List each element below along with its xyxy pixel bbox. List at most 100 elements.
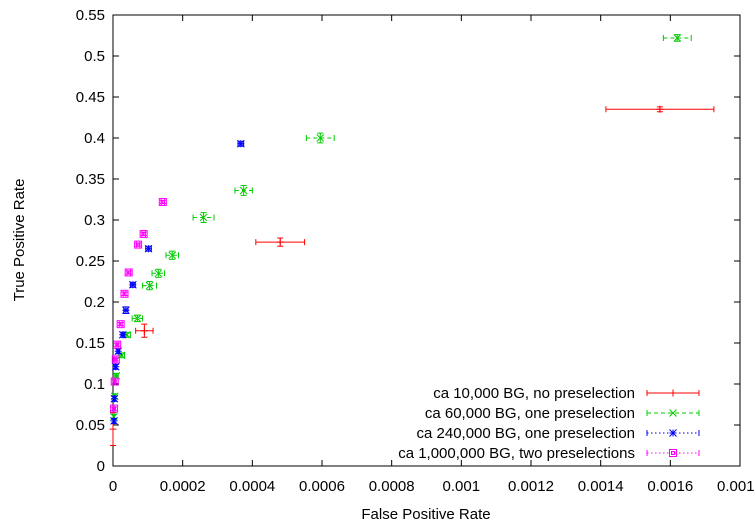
y-tick-label: 0.05 [76,417,105,434]
data-point [124,268,133,277]
data-point [316,134,325,142]
x-error-cap [234,187,253,194]
legend-marker [669,389,677,397]
data-point [134,240,143,249]
y-tick-label: 0.1 [84,376,105,393]
legend-marker [671,451,675,455]
data-point [122,291,127,296]
data-point [276,238,284,246]
y-tick-label: 0 [97,458,105,475]
series-3 [110,139,245,425]
y-error-cap [200,212,207,223]
y-error-cap [277,237,284,247]
legend-label: ca 1,000,000 BG, two preselections [398,445,635,462]
data-point [136,242,141,247]
data-point [126,270,131,275]
y-error-cap [155,268,162,278]
legend-label: ca 240,000 BG, one preselection [417,425,635,442]
data-point [239,186,248,195]
legend-cap [646,430,700,436]
x-error-cap [255,239,306,246]
data-point [113,340,122,349]
y-error-cap [169,250,176,260]
y-error-cap [110,412,116,446]
data-point [111,362,120,371]
y-tick-label: 0.2 [84,294,105,311]
y-tick-label: 0.3 [84,212,105,229]
x-tick-label: 0.0014 [578,478,624,495]
data-point [110,377,119,386]
data-point [145,281,154,290]
data-point [656,105,664,113]
legend-label: ca 60,000 BG, one preselection [425,405,635,422]
x-error-cap [135,327,154,334]
plot-series [109,34,715,446]
x-error-cap [142,282,158,289]
data-point [112,406,117,411]
x-tick-label: 0.001 [443,478,481,495]
data-point [109,425,117,433]
series-4 [110,197,167,413]
x-error-cap [165,252,179,259]
x-error-cap [662,34,692,41]
data-point [199,213,208,222]
x-tick-label: 0.0018 [717,478,755,495]
legend-marker [669,409,677,417]
x-error-cap [605,106,715,113]
y-tick-label: 0.4 [84,130,105,147]
y-tick-label: 0.45 [76,89,105,106]
data-point [110,404,119,413]
x-tick-label: 0.0012 [508,478,554,495]
data-point [133,314,142,323]
data-point [113,357,118,362]
data-point [110,417,118,425]
data-point [115,342,120,347]
data-point [158,197,167,206]
y-tick-label: 0.5 [84,48,105,65]
data-point [168,251,177,260]
y-error-cap [317,132,324,144]
legend-cap [646,450,700,456]
data-point [118,330,127,339]
x-error-cap [192,214,215,221]
x-axis: 0 0.0002 0.0004 0.0006 0.0008 0.001 0.0012 0.00… [109,15,755,495]
y-tick-label: 0.55 [76,7,105,24]
data-point [141,231,146,236]
data-point [110,394,119,403]
data-point [112,379,117,384]
legend-marker [669,449,677,457]
x-tick-label: 0.0006 [299,478,345,495]
legend-cap [646,390,700,396]
data-point [118,322,123,327]
x-tick-label: 0 [109,478,117,495]
legend-marker [669,429,677,437]
y-tick-label: 0.35 [76,171,105,188]
data-point [236,139,245,148]
data-point [154,269,163,278]
legend-cap [646,410,700,416]
data-point [144,244,153,253]
x-error-cap [151,270,166,277]
data-point [120,289,129,298]
y-axis: 0 0.05 0.1 0.15 0.2 0.25 0.3 0.35 0.4 0.45 0.5 0.55 [76,7,740,475]
plot-frame [112,14,741,467]
y-error-cap [134,314,141,323]
data-point [140,327,148,335]
x-tick-label: 0.0016 [647,478,693,495]
data-point [673,34,682,42]
data-point [116,320,125,329]
x-tick-label: 0.0004 [229,478,275,495]
y-error-cap [146,281,153,291]
data-point [160,199,165,204]
y-axis-label: True Positive Rate [11,179,28,302]
x-error-cap [131,315,144,322]
legend-label: ca 10,000 BG, no preselection [433,385,635,402]
data-point [111,355,120,364]
y-tick-label: 0.15 [76,335,105,352]
x-axis-label: False Positive Rate [361,506,490,523]
y-error-cap [674,34,681,42]
x-tick-label: 0.0008 [369,478,415,495]
series-2 [110,34,692,421]
legend: ca 10,000 BG, no preselection ca 60,000 B… [398,385,700,462]
